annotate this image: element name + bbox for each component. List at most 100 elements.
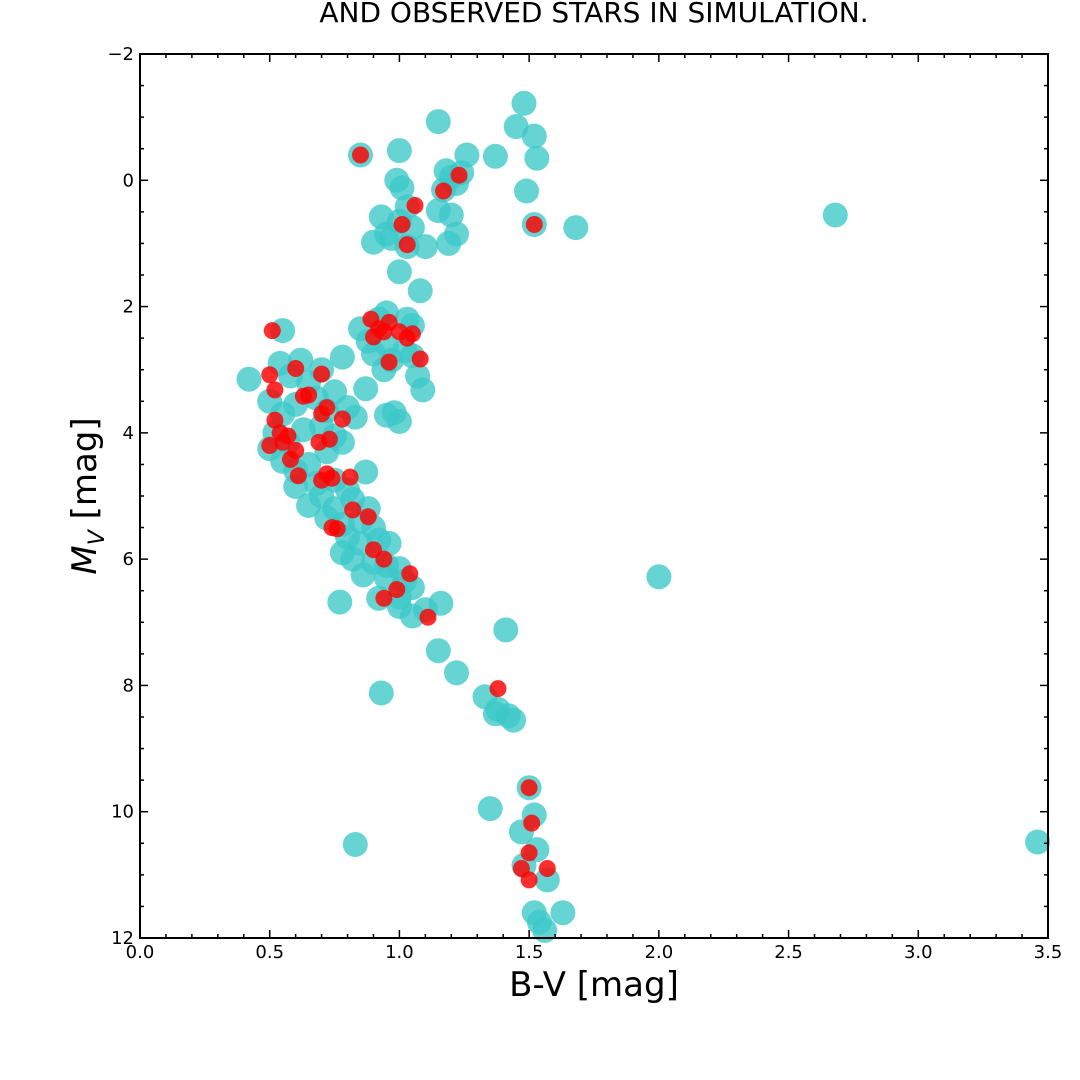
y-tick-label: −2: [107, 44, 134, 65]
observed-star-point: [352, 146, 369, 164]
simulated-star-point: [493, 617, 519, 643]
observed-star-point: [435, 182, 452, 200]
observed-star-point: [406, 197, 424, 214]
simulated-star-point: [379, 225, 405, 251]
observed-star-point: [525, 216, 543, 233]
simulated-star-point: [425, 109, 451, 135]
simulated-star-point: [563, 215, 589, 241]
observed-star-point: [261, 366, 279, 384]
observed-star-point: [300, 386, 318, 404]
simulated-star-point: [350, 562, 376, 588]
observed-star-point: [520, 844, 538, 862]
simulated-star-point: [501, 707, 527, 733]
observed-star-point: [344, 501, 362, 519]
x-tick-label: 1.5: [515, 942, 544, 963]
y-tick-label: 6: [123, 549, 134, 570]
plot-frame: [139, 53, 1049, 939]
y-axis-label-sub: V: [85, 528, 110, 545]
simulated-star-point: [428, 590, 454, 616]
observed-star-point: [261, 437, 279, 454]
series-layer: [236, 90, 1051, 943]
y-tick-label: 10: [111, 802, 134, 823]
simulated-star-point: [374, 402, 399, 428]
simulated-star-point: [327, 589, 353, 615]
observed-star-point: [401, 565, 419, 583]
observed-star-point: [313, 471, 331, 489]
observed-star-point: [489, 680, 507, 698]
observed-star-point: [419, 608, 437, 626]
simulated-star-point: [477, 796, 503, 822]
observed-star-point: [287, 442, 305, 459]
simulated-star-point: [386, 259, 412, 285]
observed-star-point: [359, 508, 377, 526]
observed-star-point: [266, 381, 284, 399]
simulated-star-point: [514, 178, 539, 204]
chart-title: AND OBSERVED STARS IN SIMULATION.: [319, 0, 868, 29]
observed-star-point: [328, 520, 346, 538]
y-tick-label: 4: [123, 423, 134, 444]
simulated-star-point: [524, 145, 550, 171]
simulated-star-point: [407, 278, 433, 304]
observed-star-point: [375, 323, 393, 341]
simulated-star-point: [386, 138, 412, 164]
observed-star-point: [375, 550, 393, 568]
simulated-star-point: [521, 123, 547, 149]
x-tick-label: 3.0: [904, 942, 933, 963]
y-tick-label: 2: [123, 297, 134, 318]
ticks-layer: 0.0 0.5 1.0 1.5 2.0 2.5 3.0 3.5 −2 0 2 4 6 8 10 12: [107, 44, 1062, 963]
y-tick-label: 12: [111, 928, 134, 949]
simulated-star-point: [236, 366, 262, 392]
simulated-star-point: [376, 530, 402, 556]
simulated-star-point: [438, 202, 464, 228]
simulated-star-point: [353, 376, 379, 402]
simulated-star-point: [822, 202, 848, 228]
observed-star-point: [520, 871, 538, 889]
series-0: [236, 90, 1051, 943]
observed-star-point: [411, 350, 429, 368]
simulated-star-point: [646, 564, 672, 590]
observed-star-point: [520, 779, 538, 797]
y-tick-label: 8: [123, 675, 134, 696]
x-tick-label: 3.5: [1034, 942, 1063, 963]
simulated-star-point: [482, 143, 508, 169]
observed-star-point: [289, 467, 307, 485]
observed-star-point: [523, 814, 541, 832]
observed-star-point: [380, 353, 398, 371]
simulated-star-point: [389, 175, 415, 201]
x-tick-label: 0.5: [255, 942, 284, 963]
x-tick-label: 1.0: [385, 942, 414, 963]
observed-star-point: [274, 433, 292, 451]
observed-star-point: [398, 236, 416, 254]
observed-star-point: [266, 411, 284, 429]
observed-star-point: [388, 581, 406, 598]
observed-star-point: [393, 216, 411, 233]
x-axis-label: B-V [mag]: [509, 965, 679, 1005]
observed-star-point: [313, 405, 331, 423]
x-tick-label: 2.5: [774, 942, 803, 963]
simulated-star-point: [410, 377, 436, 403]
x-tick-label: 2.0: [645, 942, 674, 963]
x-tick-label: 0.0: [126, 942, 155, 963]
simulated-star-point: [511, 90, 537, 116]
y-tick-label: 0: [123, 170, 134, 191]
simulated-star-point: [368, 680, 394, 706]
observed-star-point: [341, 468, 359, 486]
simulated-star-point: [353, 459, 379, 485]
simulated-star-point: [412, 234, 438, 260]
y-axis-label-rest: [mag]: [65, 417, 105, 530]
simulated-star-point: [436, 230, 462, 256]
simulated-star-point: [1025, 829, 1051, 855]
y-axis-label: MV [mag]: [65, 417, 110, 574]
series-1: [261, 146, 556, 889]
observed-star-point: [403, 325, 421, 343]
simulated-star-point: [532, 917, 558, 943]
observed-star-point: [375, 589, 393, 607]
observed-star-point: [450, 166, 468, 184]
simulated-star-point: [342, 832, 368, 857]
simulated-star-point: [425, 638, 451, 664]
simulated-star-point: [444, 660, 469, 686]
observed-star-point: [313, 365, 331, 383]
observed-star-point: [333, 410, 351, 428]
simulated-star-point: [329, 344, 355, 370]
